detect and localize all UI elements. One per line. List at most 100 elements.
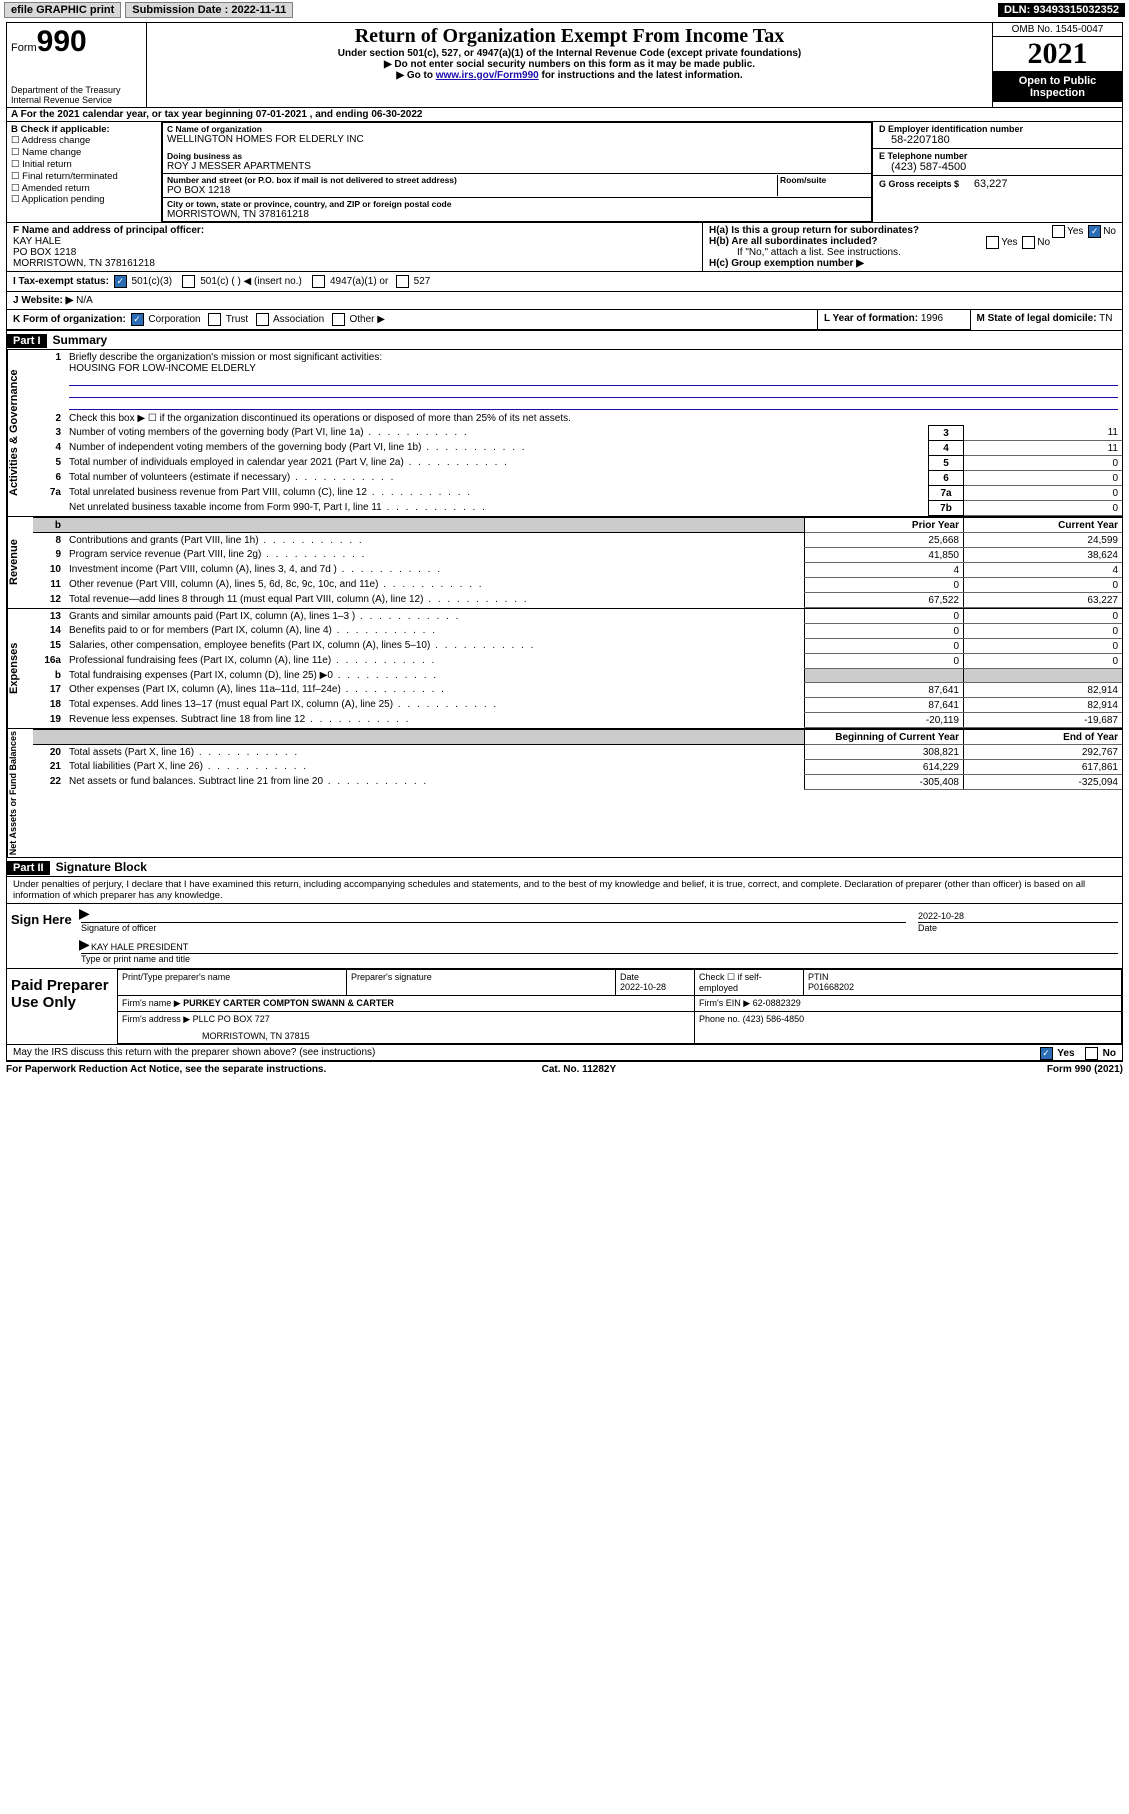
city-state-zip: MORRISTOWN, TN 378161218 xyxy=(167,209,867,220)
efile-button[interactable]: efile GRAPHIC print xyxy=(4,2,121,18)
section-f-officer: F Name and address of principal officer:… xyxy=(7,223,702,271)
topbar: efile GRAPHIC print Submission Date : 20… xyxy=(0,0,1129,20)
table-row: 18Total expenses. Add lines 13–17 (must … xyxy=(33,698,1122,713)
firm-name: PURKEY CARTER COMPTON SWANN & CARTER xyxy=(183,998,394,1008)
line-j-website: J Website: ▶ N/A xyxy=(7,292,1122,310)
table-row: 12Total revenue—add lines 8 through 11 (… xyxy=(33,593,1122,608)
prep-name-label: Print/Type preparer's name xyxy=(118,970,347,996)
h-a-text: H(a) Is this a group return for subordin… xyxy=(709,225,919,236)
h-b-yes[interactable] xyxy=(986,236,999,249)
form-version: Form 990 (2021) xyxy=(1047,1064,1123,1075)
form-number: Form990 xyxy=(11,25,142,59)
table-row: 7aTotal unrelated business revenue from … xyxy=(33,486,1122,501)
section-net-assets: Net Assets or Fund Balances Beginning of… xyxy=(7,729,1122,858)
side-revenue: Revenue xyxy=(7,517,33,608)
room-label: Room/suite xyxy=(780,175,867,185)
form-subtitle-1: Under section 501(c), 527, or 4947(a)(1)… xyxy=(151,48,988,59)
side-net-assets: Net Assets or Fund Balances xyxy=(7,729,33,857)
table-row: 15Salaries, other compensation, employee… xyxy=(33,639,1122,654)
cb-trust[interactable] xyxy=(208,313,221,326)
cat-no: Cat. No. 11282Y xyxy=(542,1064,616,1075)
h-b-note: If "No," attach a list. See instructions… xyxy=(709,247,1116,258)
side-expenses: Expenses xyxy=(7,609,33,728)
line-a-tax-year: A For the 2021 calendar year, or tax yea… xyxy=(7,108,1122,122)
table-row: 8Contributions and grants (Part VIII, li… xyxy=(33,533,1122,548)
section-governance: Activities & Governance 1Briefly describ… xyxy=(7,350,1122,517)
sign-here-block: Sign Here ▶ Signature of officer 2022-10… xyxy=(7,904,1122,969)
h-c-text: H(c) Group exemption number ▶ xyxy=(709,258,864,269)
cb-501c[interactable] xyxy=(182,275,195,288)
dln-badge: DLN: 93493315032352 xyxy=(998,3,1125,17)
submission-date-button[interactable]: Submission Date : 2022-11-11 xyxy=(125,2,293,18)
table-row: 19Revenue less expenses. Subtract line 1… xyxy=(33,713,1122,728)
cb-application-pending[interactable]: ☐ Application pending xyxy=(11,194,157,206)
section-h-group: H(a) Is this a group return for subordin… xyxy=(702,223,1122,271)
submission-date: 2022-11-11 xyxy=(231,4,286,16)
form-subtitle-2: ▶ Do not enter social security numbers o… xyxy=(151,59,988,70)
cb-501c3[interactable]: ✓ xyxy=(114,275,127,288)
irs-link[interactable]: www.irs.gov/Form990 xyxy=(436,70,539,81)
side-governance: Activities & Governance xyxy=(7,350,33,516)
table-row: 5Total number of individuals employed in… xyxy=(33,456,1122,471)
gross-receipts-value: 63,227 xyxy=(962,178,1008,190)
ptin-value: P01668202 xyxy=(808,982,854,992)
h-a-no[interactable]: ✓ xyxy=(1088,225,1101,238)
officer-typed-name: KAY HALE PRESIDENT xyxy=(91,942,188,952)
cb-assoc[interactable] xyxy=(256,313,269,326)
firm-address: PLLC PO BOX 727 xyxy=(193,1014,270,1024)
form-header: Form990 Department of the Treasury Inter… xyxy=(7,23,1122,108)
discuss-no[interactable] xyxy=(1085,1047,1098,1060)
cb-address-change[interactable]: ☐ Address change xyxy=(11,135,157,147)
table-row: 22Net assets or fund balances. Subtract … xyxy=(33,775,1122,790)
dba-name: ROY J MESSER APARTMENTS xyxy=(167,161,867,172)
open-to-public: Open to Public Inspection xyxy=(993,72,1122,102)
year-formation: 1996 xyxy=(921,313,943,324)
omb-number: OMB No. 1545-0047 xyxy=(993,23,1122,37)
cb-4947[interactable] xyxy=(312,275,325,288)
table-row: 9Program service revenue (Part VIII, lin… xyxy=(33,548,1122,563)
h-a-yes[interactable] xyxy=(1052,225,1065,238)
table-row: 13Grants and similar amounts paid (Part … xyxy=(33,609,1122,624)
cb-final-return[interactable]: ☐ Final return/terminated xyxy=(11,171,157,183)
declaration-text: Under penalties of perjury, I declare th… xyxy=(7,877,1122,904)
officer-addr1: PO BOX 1218 xyxy=(13,247,76,258)
dept-treasury: Department of the Treasury xyxy=(11,85,142,95)
cb-amended-return[interactable]: ☐ Amended return xyxy=(11,183,157,195)
form-990: Form990 Department of the Treasury Inter… xyxy=(6,22,1123,1062)
table-row: 21Total liabilities (Part X, line 26)614… xyxy=(33,760,1122,775)
cb-527[interactable] xyxy=(396,275,409,288)
officer-group-block: F Name and address of principal officer:… xyxy=(7,223,1122,272)
form-subtitle-3: ▶ Go to www.irs.gov/Form990 for instruct… xyxy=(151,70,988,81)
gross-receipts-label: G Gross receipts $ xyxy=(879,179,959,189)
h-b-text: H(b) Are all subordinates included? xyxy=(709,236,878,247)
org-info-block: B Check if applicable: ☐ Address change … xyxy=(7,122,1122,223)
org-name-label: C Name of organization xyxy=(167,124,867,134)
line-i-tax-status: I Tax-exempt status: ✓ 501(c)(3) 501(c) … xyxy=(7,272,1122,292)
table-row: 17Other expenses (Part IX, column (A), l… xyxy=(33,683,1122,698)
discuss-yes[interactable]: ✓ xyxy=(1040,1047,1053,1060)
table-row: 16aProfessional fundraising fees (Part I… xyxy=(33,654,1122,669)
table-row: bTotal fundraising expenses (Part IX, co… xyxy=(33,669,1122,683)
cb-other[interactable] xyxy=(332,313,345,326)
state-domicile: TN xyxy=(1099,313,1112,324)
page-footer: For Paperwork Reduction Act Notice, see … xyxy=(0,1062,1129,1077)
section-expenses: Expenses 13Grants and similar amounts pa… xyxy=(7,609,1122,729)
prep-self-employed[interactable]: Check ☐ if self-employed xyxy=(695,970,804,996)
city-label: City or town, state or province, country… xyxy=(167,199,867,209)
street-label: Number and street (or P.O. box if mail i… xyxy=(167,175,777,185)
firm-phone: (423) 586-4850 xyxy=(743,1014,805,1024)
cb-name-change[interactable]: ☐ Name change xyxy=(11,147,157,159)
cb-initial-return[interactable]: ☐ Initial return xyxy=(11,159,157,171)
firm-ein: 62-0882329 xyxy=(753,998,801,1008)
cb-corp[interactable]: ✓ xyxy=(131,313,144,326)
type-name-label: Type or print name and title xyxy=(81,954,190,964)
table-row: 3Number of voting members of the governi… xyxy=(33,426,1122,441)
paid-preparer-block: Paid Preparer Use Only Print/Type prepar… xyxy=(7,969,1122,1045)
table-row: 14Benefits paid to or for members (Part … xyxy=(33,624,1122,639)
part-2-header: Part IISignature Block xyxy=(7,858,1122,877)
sig-officer-label: Signature of officer xyxy=(81,923,156,933)
h-b-no[interactable] xyxy=(1022,236,1035,249)
table-row: 10Investment income (Part VIII, column (… xyxy=(33,563,1122,578)
phone-label: E Telephone number xyxy=(879,151,1116,161)
officer-addr2: MORRISTOWN, TN 378161218 xyxy=(13,258,155,269)
